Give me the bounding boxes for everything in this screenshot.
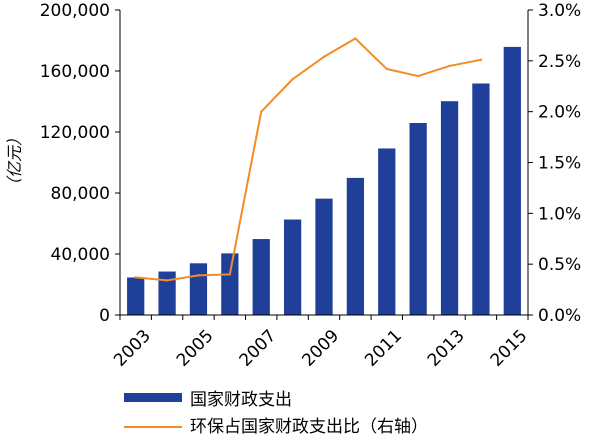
x-tick-label: 2003 — [110, 326, 155, 371]
y-left-tick-label: 80,000 — [51, 184, 110, 204]
y-axis-label: （亿元） — [5, 130, 24, 194]
y-left-tick-label: 200,000 — [40, 1, 110, 21]
bar-2008 — [283, 219, 302, 315]
bar-2015 — [503, 46, 521, 316]
bar-2014 — [472, 83, 490, 315]
line-point-2004 — [165, 279, 169, 282]
line-path — [135, 37, 482, 282]
y-left-tick-label: 160,000 — [40, 62, 110, 82]
y-left-tick-label: 40,000 — [51, 245, 110, 265]
line-point-2009 — [322, 55, 326, 58]
bar-2012 — [409, 123, 427, 315]
bar-2009 — [315, 198, 333, 315]
bar-2007 — [252, 239, 270, 315]
line-point-2006 — [228, 273, 232, 276]
y-right-tick-label: 3.0% — [538, 1, 581, 21]
legend-label-bar: 国家财政支出 — [190, 390, 292, 410]
y-right-tick-label: 1.5% — [538, 154, 581, 174]
x-tick-label: 2005 — [173, 326, 218, 371]
x-tick-label: 2013 — [424, 326, 469, 371]
line-point-2007 — [260, 110, 263, 113]
axes: 0 40,000 80,000 120,000 160,000 200,000 0.0% 0.… — [40, 1, 582, 371]
line-series — [134, 37, 483, 282]
y-left-tick-label: 0 — [99, 306, 110, 326]
y-left-tick-label: 120,000 — [40, 123, 110, 143]
y-right-tick-label: 0.0% — [538, 306, 581, 326]
y-right-tick-label: 1.0% — [538, 204, 581, 224]
line-point-2008 — [291, 77, 294, 81]
bar-2010 — [346, 177, 365, 315]
line-point-2011 — [385, 67, 388, 71]
x-tick-label: 2007 — [236, 326, 281, 371]
x-tick-label: 2009 — [298, 326, 343, 371]
bar-2006 — [221, 253, 239, 315]
line-point-2003 — [134, 276, 137, 279]
line-point-2005 — [197, 274, 200, 277]
bar-2013 — [440, 101, 459, 315]
y-right-tick-label: 0.5% — [538, 255, 581, 275]
line-point-2012 — [416, 74, 420, 78]
x-tick-label: 2015 — [487, 326, 532, 371]
line-point-2013 — [448, 64, 451, 68]
y-right-tick-label: 2.5% — [538, 52, 581, 72]
line-point-2014 — [479, 58, 483, 62]
legend-swatch-bar — [124, 393, 182, 402]
bar-2011 — [378, 148, 396, 315]
legend-label-line: 环保占国家财政支出比（右轴） — [190, 417, 428, 437]
legend: 国家财政支出 环保占国家财政支出比（右轴） — [124, 390, 428, 437]
y-right-tick-label: 2.0% — [538, 103, 581, 123]
line-point-2010 — [354, 37, 357, 40]
bar-series — [127, 46, 521, 316]
bar-2004 — [158, 271, 176, 315]
bar-2005 — [189, 263, 208, 315]
x-tick-label: 2011 — [361, 326, 406, 371]
bar-2003 — [127, 277, 145, 315]
